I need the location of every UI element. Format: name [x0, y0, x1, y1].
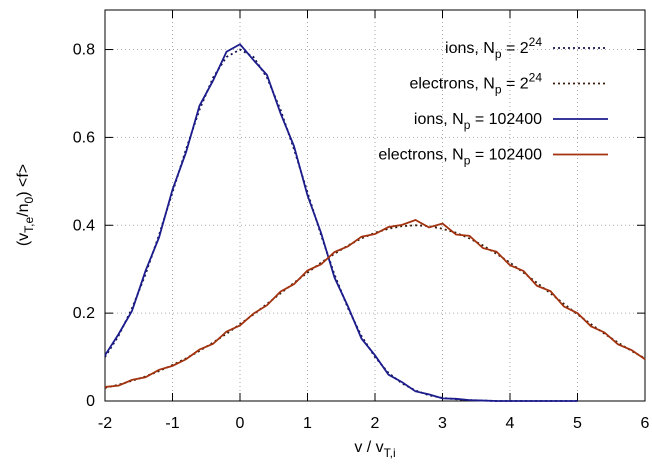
- y-tick-label: 0.6: [73, 129, 95, 146]
- x-tick-label: 4: [506, 415, 515, 432]
- y-tick-label: 0: [86, 393, 95, 410]
- y-tick-label: 0.2: [73, 305, 95, 322]
- legend-label: electrons, Np = 224: [409, 71, 542, 97]
- legend-label: electrons, Np = 102400: [378, 147, 542, 168]
- series-line: [104, 219, 646, 388]
- x-tick-label: 6: [641, 415, 650, 432]
- x-tick-label: 5: [573, 415, 582, 432]
- x-tick-label: -2: [98, 415, 112, 432]
- x-tick-label: 1: [303, 415, 312, 432]
- y-tick-label: 0.8: [73, 42, 95, 59]
- y-axis-label: (vT,e/n0) <f>: [15, 164, 36, 246]
- x-tick-label: 2: [371, 415, 380, 432]
- legend-label: ions, Np = 224: [445, 35, 542, 61]
- x-tick-label: 3: [438, 415, 447, 432]
- plot-frame: [104, 9, 646, 402]
- x-tick-label: 0: [236, 415, 245, 432]
- legend-label: ions, Np = 102400: [414, 111, 542, 132]
- y-tick-label: 0.4: [73, 217, 95, 234]
- x-axis-label: v / vT,i: [354, 439, 395, 460]
- series-line: [104, 43, 578, 402]
- x-tick-label: -1: [165, 415, 179, 432]
